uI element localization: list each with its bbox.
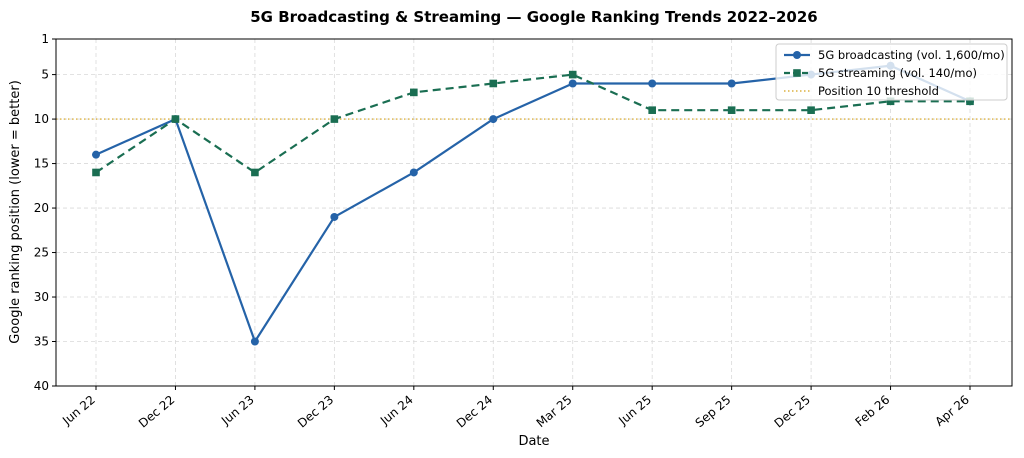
y-tick-label: 10 (34, 112, 49, 126)
data-point-square (568, 70, 577, 79)
data-point-circle (409, 168, 418, 177)
data-point-square (727, 106, 736, 114)
data-point-circle (568, 79, 577, 88)
legend-label: Position 10 threshold (818, 84, 939, 98)
legend-label: 5G broadcasting (vol. 1,600/mo) (818, 48, 1005, 62)
y-tick-label: 40 (34, 379, 49, 393)
x-tick-label: Mar 25 (534, 393, 575, 431)
data-point-circle (92, 150, 100, 159)
data-point-square (251, 168, 259, 177)
x-axis-ticks: Jun 22 Dec 22 Jun 23 Dec 23 Jun 24 Dec 24 Mar … (59, 386, 972, 430)
legend-box (775, 43, 1008, 101)
chart-title: 5G Broadcasting & Streaming — Google Ran… (250, 8, 817, 26)
x-tick-label: Dec 25 (772, 393, 813, 431)
y-tick-label: 20 (34, 201, 49, 215)
series-line (95, 73, 970, 174)
legend-item: 5G broadcasting (vol. 1,600/mo) (784, 48, 1005, 62)
data-point-square (966, 97, 974, 106)
legend: 5G broadcasting (vol. 1,600/mo) 5G stream… (775, 43, 1008, 101)
series-group (92, 61, 974, 346)
data-point-square (92, 168, 100, 177)
data-point-square (489, 79, 498, 88)
data-point-square (807, 106, 815, 114)
y-tick-label: 1 (41, 32, 49, 46)
data-point-circle (250, 337, 259, 346)
y-tick-label: 30 (34, 290, 49, 304)
x-tick-label: Jun 24 (377, 393, 416, 429)
y-axis-label: Google ranking position (lower = better) (8, 80, 23, 344)
x-tick-label: Dec 24 (454, 393, 495, 431)
series-line (95, 64, 971, 343)
y-tick-label: 35 (34, 335, 49, 349)
data-point-circle (727, 79, 736, 88)
legend-label: 5G streaming (vol. 140/mo) (818, 66, 977, 80)
data-point-circle (330, 212, 339, 221)
x-tick-label: Jun 25 (615, 393, 654, 429)
data-point-circle (489, 115, 498, 124)
x-tick-label: Dec 23 (295, 393, 336, 431)
legend-item: 5G streaming (vol. 140/mo) (784, 66, 977, 80)
series-2 (92, 70, 974, 177)
data-point-square (330, 115, 339, 123)
series-1 (92, 61, 974, 346)
x-tick-label: Apr 26 (932, 393, 972, 429)
x-tick-label: Jun 23 (218, 393, 257, 429)
y-tick-label: 15 (34, 157, 49, 171)
x-tick-label: Feb 26 (853, 393, 893, 430)
plot-area-frame (55, 38, 1013, 387)
y-tick-label: 5 (41, 68, 49, 82)
legend-item: Position 10 threshold (784, 84, 939, 98)
data-point-square (886, 97, 895, 106)
data-point-square (648, 106, 656, 114)
data-point-circle (648, 79, 657, 88)
data-point-square (410, 88, 418, 97)
x-tick-label: Jun 22 (59, 393, 98, 429)
legend-marker-square (793, 69, 801, 77)
legend-marker-circle (793, 51, 801, 59)
x-axis-label: Date (518, 434, 549, 449)
x-tick-label: Sep 25 (693, 393, 734, 431)
y-tick-label: 25 (34, 246, 49, 260)
data-point-square (171, 115, 180, 123)
x-tick-label: Dec 22 (136, 393, 177, 431)
